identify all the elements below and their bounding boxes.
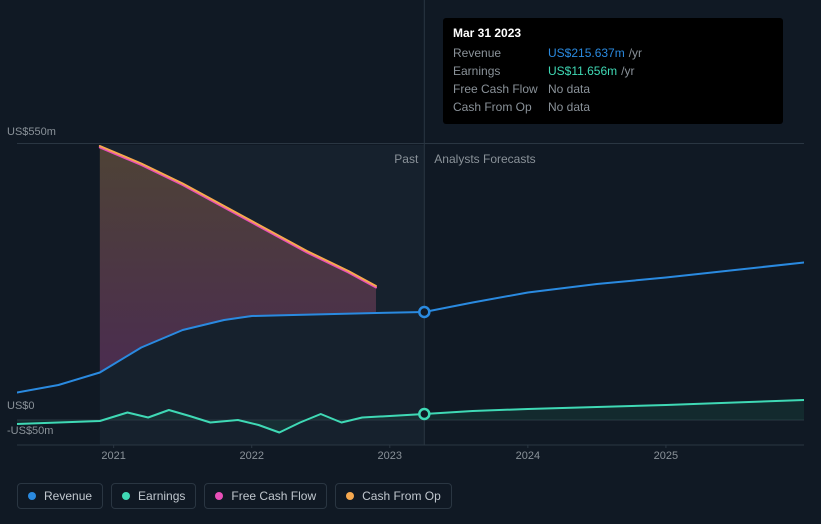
legend-label: Cash From Op bbox=[362, 489, 441, 503]
x-axis-labels: 2021 2022 2023 2024 2025 bbox=[17, 450, 804, 470]
chart-legend: Revenue Earnings Free Cash Flow Cash From O… bbox=[17, 483, 452, 509]
legend-dot bbox=[28, 492, 36, 500]
section-label-past: Past bbox=[394, 152, 418, 166]
tooltip-date: Mar 31 2023 bbox=[453, 26, 773, 40]
legend-dot bbox=[346, 492, 354, 500]
y-axis-label: -US$50m bbox=[7, 425, 53, 437]
chart-tooltip: Mar 31 2023 RevenueUS$215.637m/yrEarning… bbox=[443, 18, 783, 124]
tooltip-row-unit: /yr bbox=[621, 62, 634, 80]
legend-label: Free Cash Flow bbox=[231, 489, 316, 503]
x-axis-label: 2022 bbox=[239, 450, 263, 462]
tooltip-row-value: US$215.637m bbox=[548, 44, 625, 62]
x-axis-label: 2021 bbox=[101, 450, 125, 462]
tooltip-row-key: Earnings bbox=[453, 62, 548, 80]
legend-label: Revenue bbox=[44, 489, 92, 503]
tooltip-row-value: No data bbox=[548, 80, 590, 98]
tooltip-row-key: Cash From Op bbox=[453, 98, 548, 116]
legend-item-free_cash_flow[interactable]: Free Cash Flow bbox=[204, 483, 327, 509]
tooltip-row: EarningsUS$11.656m/yr bbox=[453, 62, 773, 80]
x-axis-label: 2023 bbox=[378, 450, 402, 462]
legend-dot bbox=[215, 492, 223, 500]
legend-item-cash_from_op[interactable]: Cash From Op bbox=[335, 483, 452, 509]
tooltip-row-key: Free Cash Flow bbox=[453, 80, 548, 98]
tooltip-row-unit: /yr bbox=[629, 44, 642, 62]
tooltip-row-value: No data bbox=[548, 98, 590, 116]
tooltip-row: Cash From OpNo data bbox=[453, 98, 773, 116]
section-label-forecast: Analysts Forecasts bbox=[434, 152, 535, 166]
legend-dot bbox=[122, 492, 130, 500]
legend-item-revenue[interactable]: Revenue bbox=[17, 483, 103, 509]
tooltip-row-key: Revenue bbox=[453, 44, 548, 62]
y-axis-label: US$0 bbox=[7, 400, 35, 412]
x-axis-label: 2024 bbox=[516, 450, 540, 462]
x-axis-label: 2025 bbox=[654, 450, 678, 462]
tooltip-row-value: US$11.656m bbox=[548, 62, 617, 80]
legend-item-earnings[interactable]: Earnings bbox=[111, 483, 196, 509]
legend-label: Earnings bbox=[138, 489, 185, 503]
chart-top-border bbox=[17, 143, 804, 144]
tooltip-row: RevenueUS$215.637m/yr bbox=[453, 44, 773, 62]
y-axis-label: US$550m bbox=[7, 126, 56, 138]
tooltip-row: Free Cash FlowNo data bbox=[453, 80, 773, 98]
